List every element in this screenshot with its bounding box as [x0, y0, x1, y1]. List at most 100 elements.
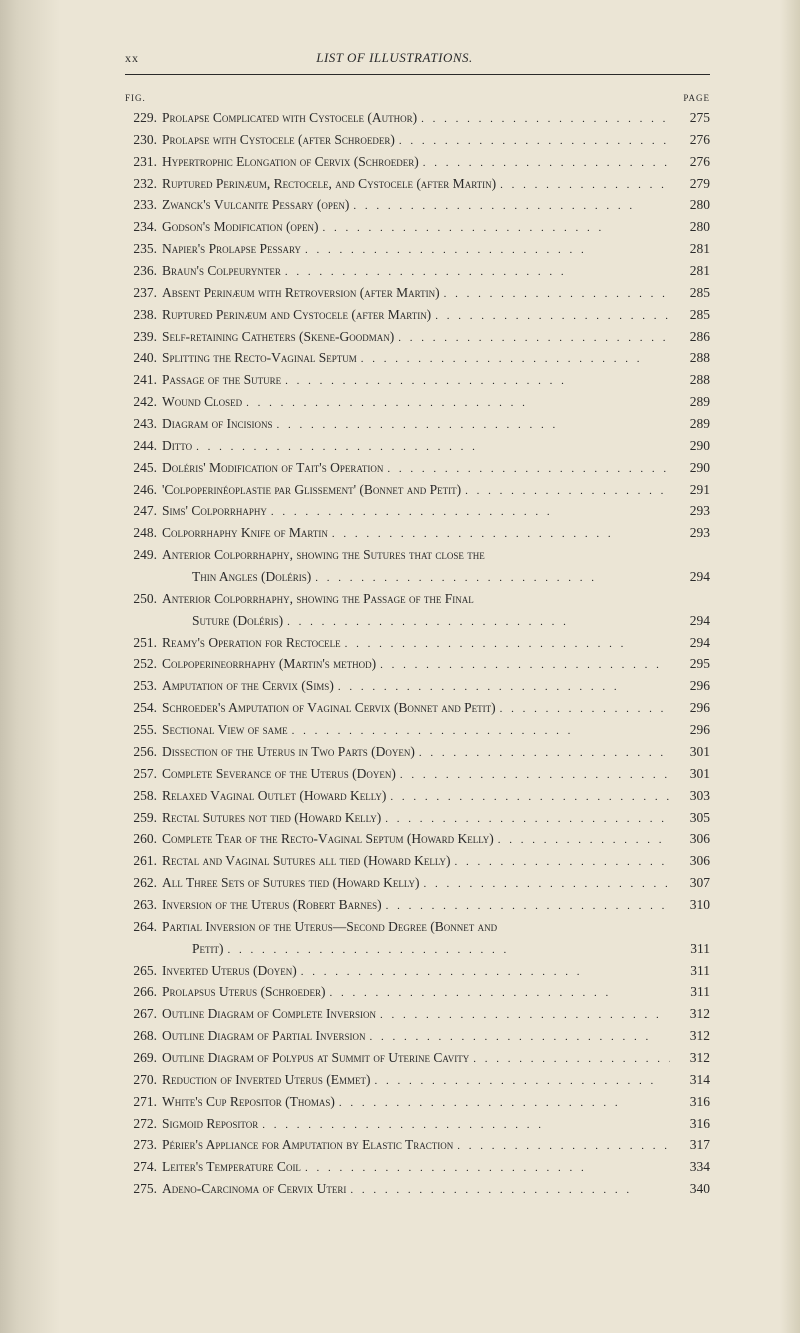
page-reference: 290 — [674, 457, 710, 479]
figure-number: 251. — [125, 632, 157, 654]
entry-line: 275.Adeno-Carcinoma of Cervix Uteri340 — [125, 1178, 710, 1200]
page-reference: 294 — [674, 632, 710, 654]
entry-continuation-line: Petit)311 — [125, 938, 710, 960]
list-item: 230.Prolapse with Cystocele (after Schro… — [125, 129, 710, 151]
list-item: 257.Complete Severance of the Uterus (Do… — [125, 763, 710, 785]
page-reference: 275 — [674, 107, 710, 129]
leader-dots — [385, 807, 670, 829]
entry-text: Périer's Appliance for Amputation by Ela… — [162, 1134, 453, 1156]
header-rule — [125, 74, 710, 75]
list-item: 251.Reamy's Operation for Rectocele294 — [125, 632, 710, 654]
page-reference: 310 — [674, 894, 710, 916]
page-reference: 311 — [674, 960, 710, 982]
entry-text: Partial Inversion of the Uterus—Second D… — [162, 916, 497, 938]
figure-number: 261. — [125, 850, 157, 872]
page-reference: 290 — [674, 435, 710, 457]
entry-line: 243.Diagram of Incisions289 — [125, 413, 710, 435]
entry-line: 251.Reamy's Operation for Rectocele294 — [125, 632, 710, 654]
page-reference: 294 — [674, 566, 710, 588]
leader-dots — [500, 697, 670, 719]
entry-line: 246.'Colpoperinéoplastie par Glissement'… — [125, 479, 710, 501]
entry-line: 233.Zwanck's Vulcanite Pessary (open)280 — [125, 194, 710, 216]
entry-line: 267.Outline Diagram of Complete Inversio… — [125, 1003, 710, 1025]
entry-text: Inversion of the Uterus (Robert Barnes) — [162, 894, 382, 916]
figure-number: 236. — [125, 260, 157, 282]
figure-number: 258. — [125, 785, 157, 807]
page-reference: 280 — [674, 216, 710, 238]
page-reference: 305 — [674, 807, 710, 829]
leader-dots — [292, 719, 670, 741]
page-reference: 316 — [674, 1113, 710, 1135]
list-item: 243.Diagram of Incisions289 — [125, 413, 710, 435]
list-item: 247.Sims' Colporrhaphy293 — [125, 500, 710, 522]
page-header: xx LIST OF ILLUSTRATIONS. — [125, 50, 710, 66]
leader-dots — [398, 326, 670, 348]
entry-line: 239.Self-retaining Catheters (Skene-Good… — [125, 326, 710, 348]
entry-text: Adeno-Carcinoma of Cervix Uteri — [162, 1178, 346, 1200]
page-reference: 303 — [674, 785, 710, 807]
list-item: 237.Absent Perinæum with Retroversion (a… — [125, 282, 710, 304]
page-column-label: PAGE — [683, 93, 710, 103]
entry-line: 257.Complete Severance of the Uterus (Do… — [125, 763, 710, 785]
figure-number: 230. — [125, 129, 157, 151]
list-item: 260.Complete Tear of the Recto-Vaginal S… — [125, 828, 710, 850]
page-reference: 312 — [674, 1047, 710, 1069]
figure-number: 244. — [125, 435, 157, 457]
figure-number: 246. — [125, 479, 157, 501]
leader-dots — [285, 260, 670, 282]
page-reference: 281 — [674, 260, 710, 282]
entry-line: 258.Relaxed Vaginal Outlet (Howard Kelly… — [125, 785, 710, 807]
entry-text: Ruptured Perinæum, Rectocele, and Cystoc… — [162, 173, 496, 195]
list-item: 261.Rectal and Vaginal Sutures all tied … — [125, 850, 710, 872]
page-reference: 280 — [674, 194, 710, 216]
leader-dots — [380, 1003, 670, 1025]
leader-dots — [369, 1025, 670, 1047]
leader-dots — [350, 1178, 670, 1200]
entry-line: 260.Complete Tear of the Recto-Vaginal S… — [125, 828, 710, 850]
figure-number: 252. — [125, 653, 157, 675]
entry-text: All Three Sets of Sutures tied (Howard K… — [162, 872, 419, 894]
figure-number: 238. — [125, 304, 157, 326]
leader-dots — [435, 304, 670, 326]
page-reference: 295 — [674, 653, 710, 675]
entry-line: 236.Braun's Colpeurynter281 — [125, 260, 710, 282]
entry-text: Dissection of the Uterus in Two Parts (D… — [162, 741, 415, 763]
leader-dots — [305, 1156, 670, 1178]
entry-text: Sigmoid Repositor — [162, 1113, 258, 1135]
page-reference: 312 — [674, 1025, 710, 1047]
leader-dots — [498, 828, 670, 850]
leader-dots — [390, 785, 670, 807]
entry-line: 256.Dissection of the Uterus in Two Part… — [125, 741, 710, 763]
list-item: 231.Hypertrophic Elongation of Cervix (S… — [125, 151, 710, 173]
entry-text: Sectional View of same — [162, 719, 288, 741]
list-item: 248.Colporrhaphy Knife of Martin293 — [125, 522, 710, 544]
list-item: 238.Ruptured Perinæum and Cystocele (aft… — [125, 304, 710, 326]
entry-line: 237.Absent Perinæum with Retroversion (a… — [125, 282, 710, 304]
leader-dots — [386, 894, 670, 916]
list-item: 239.Self-retaining Catheters (Skene-Good… — [125, 326, 710, 348]
page-reference: 291 — [674, 479, 710, 501]
page-reference: 276 — [674, 151, 710, 173]
entry-text: Ruptured Perinæum and Cystocele (after M… — [162, 304, 431, 326]
figure-number: 266. — [125, 981, 157, 1003]
entry-text: Ditto — [162, 435, 192, 457]
entry-continuation-text: Petit) — [162, 938, 224, 960]
list-item: 258.Relaxed Vaginal Outlet (Howard Kelly… — [125, 785, 710, 807]
leader-dots — [228, 938, 671, 960]
leader-dots — [339, 1091, 670, 1113]
page-reference: 307 — [674, 872, 710, 894]
figure-number: 242. — [125, 391, 157, 413]
page-reference: 279 — [674, 173, 710, 195]
page-reference: 289 — [674, 391, 710, 413]
entry-first-line: 249.Anterior Colporrhaphy, showing the S… — [125, 544, 710, 566]
leader-dots — [332, 522, 670, 544]
leader-dots — [271, 500, 670, 522]
leader-dots — [305, 238, 670, 260]
leader-dots — [380, 653, 670, 675]
figure-number: 264. — [125, 916, 157, 938]
leader-dots — [423, 872, 670, 894]
list-item: 273.Périer's Appliance for Amputation by… — [125, 1134, 710, 1156]
entry-line: 271.White's Cup Repositor (Thomas)316 — [125, 1091, 710, 1113]
entry-line: 245.Doléris' Modification of Tait's Oper… — [125, 457, 710, 479]
list-item: 245.Doléris' Modification of Tait's Oper… — [125, 457, 710, 479]
